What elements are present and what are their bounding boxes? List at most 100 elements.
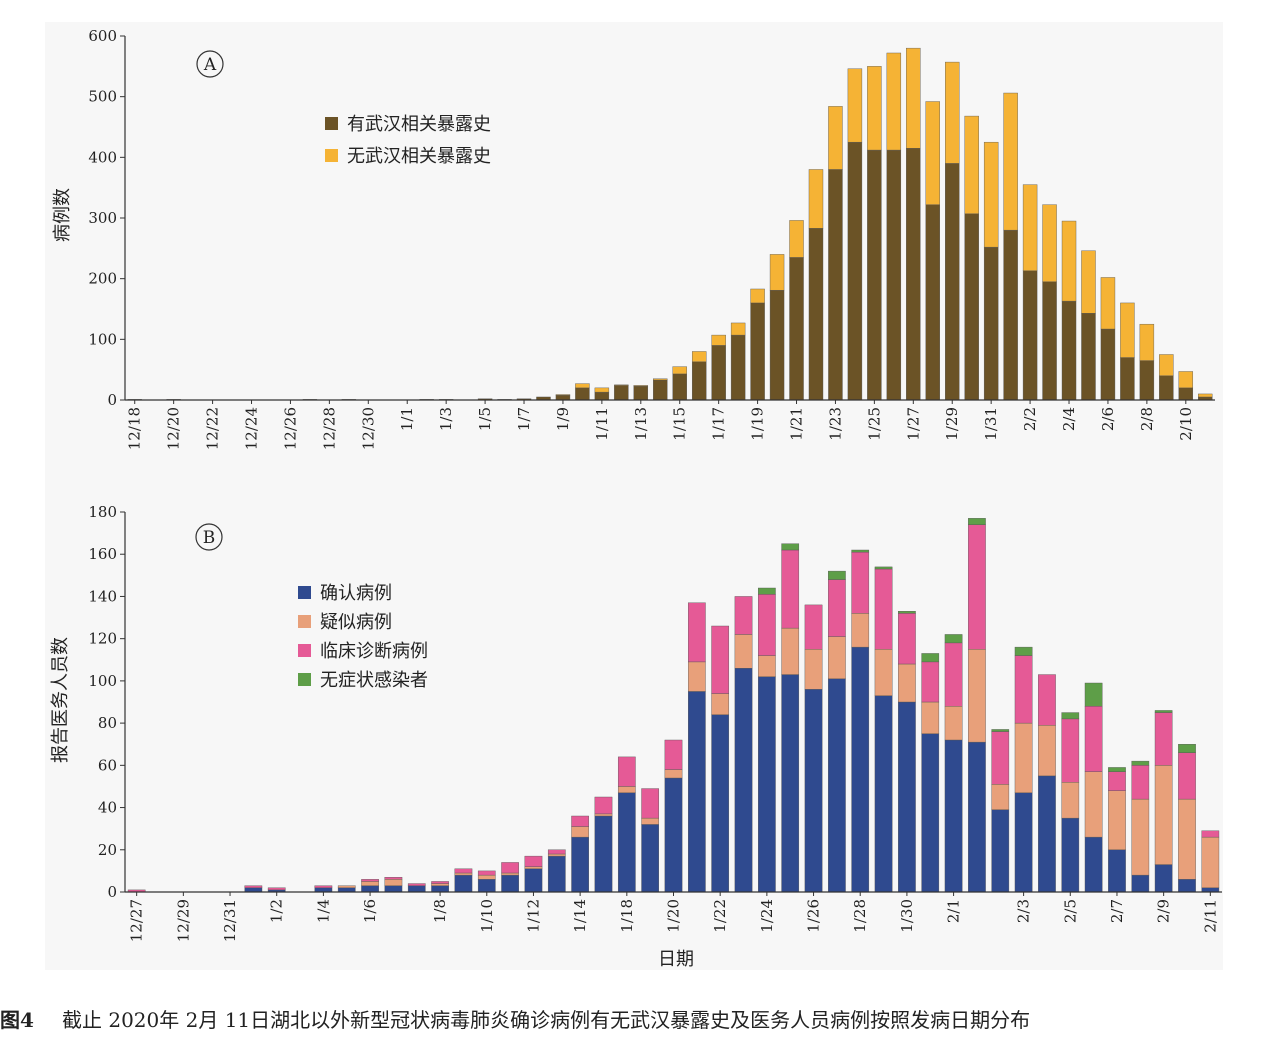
x-axis-title: 日期 xyxy=(658,949,694,970)
x-tick-label: 1/29 xyxy=(943,407,961,441)
x-tick-label: 1/19 xyxy=(749,407,767,441)
bar-segment xyxy=(571,836,589,893)
panel-badge xyxy=(195,523,223,551)
bar-segment xyxy=(847,141,863,401)
bar-segment xyxy=(711,334,726,346)
x-tick-label: 1/2 xyxy=(268,899,286,923)
x-tick-label: 1/25 xyxy=(865,407,883,441)
bar-segment xyxy=(874,568,893,650)
bar-segment xyxy=(1084,836,1103,893)
bar-segment xyxy=(1120,302,1135,358)
y-tick-label: 300 xyxy=(88,209,117,227)
bar-segment xyxy=(594,387,610,393)
legend-label: 确认病例 xyxy=(320,583,392,604)
legend-label: 有武汉相关暴露史 xyxy=(347,114,491,135)
bar-segment xyxy=(921,701,940,734)
bar-segment xyxy=(758,676,776,893)
x-tick-label: 1/1 xyxy=(398,407,416,431)
x-tick-label: 1/26 xyxy=(805,899,823,933)
bar-segment xyxy=(407,885,426,893)
caption-text: 截止 2020年 2月 11日湖北以外新型冠状病毒肺炎确诊病例有无武汉暴露史及医… xyxy=(62,1008,1030,1032)
bar-segment xyxy=(1061,220,1077,302)
bar-segment xyxy=(1131,798,1150,876)
x-tick-label: 2/7 xyxy=(1108,899,1126,923)
bar-segment xyxy=(1038,775,1056,893)
x-tick-label: 1/8 xyxy=(431,899,449,923)
legend-swatch xyxy=(325,149,338,162)
x-tick-label: 2/8 xyxy=(1138,407,1156,431)
bar-segment xyxy=(688,602,706,663)
bar-segment xyxy=(921,653,940,663)
bar-segment xyxy=(571,815,589,827)
bar-segment xyxy=(991,784,1010,810)
bar-segment xyxy=(734,634,753,669)
bar-segment xyxy=(1061,718,1080,783)
bar-segment xyxy=(945,163,960,401)
x-tick-label: 1/10 xyxy=(478,899,496,933)
bar-segment xyxy=(594,796,613,815)
bar-segment xyxy=(594,391,610,401)
bar-segment xyxy=(1131,765,1150,800)
bar-segment xyxy=(750,288,765,304)
y-tick-label: 120 xyxy=(88,630,117,648)
bar-segment xyxy=(758,594,776,656)
x-tick-label: 12/28 xyxy=(320,407,338,450)
bar-segment xyxy=(524,855,543,867)
bar-segment xyxy=(1061,782,1080,819)
bar-segment xyxy=(575,383,590,389)
bar-segment xyxy=(991,729,1010,732)
bar-segment xyxy=(968,524,986,650)
bar-segment xyxy=(1003,229,1018,401)
x-tick-label: 2/11 xyxy=(1201,899,1219,933)
bar-segment xyxy=(664,769,683,779)
x-tick-label: 1/14 xyxy=(571,899,589,933)
bar-segment xyxy=(906,148,921,401)
bar-segment xyxy=(1038,725,1056,777)
bar-segment xyxy=(1178,798,1196,880)
y-tick-label: 0 xyxy=(107,883,117,901)
bar-segment xyxy=(1081,250,1096,314)
x-tick-label: 2/1 xyxy=(945,899,963,923)
bar-segment xyxy=(1014,792,1033,893)
bar-segment xyxy=(828,678,846,893)
y-tick-label: 500 xyxy=(88,88,117,106)
bar-segment xyxy=(968,649,986,743)
bar-segment xyxy=(711,714,730,893)
bar-segment xyxy=(664,739,683,770)
bar-segment xyxy=(571,826,589,838)
bar-segment xyxy=(945,61,960,164)
bar-segment xyxy=(361,879,379,882)
bar-segment xyxy=(808,169,824,229)
bar-segment xyxy=(1201,830,1220,838)
x-tick-label: 12/27 xyxy=(128,899,146,942)
bar-segment xyxy=(1131,760,1150,766)
bar-segment xyxy=(925,204,940,401)
bar-segment xyxy=(501,872,519,876)
bar-segment xyxy=(804,649,823,690)
legend-swatch xyxy=(325,117,338,130)
panel-badge xyxy=(196,50,224,78)
bar-segment xyxy=(501,862,519,874)
x-tick-label: 12/24 xyxy=(243,407,261,450)
bar-segment xyxy=(431,881,449,884)
bar-segment xyxy=(617,786,636,793)
bar-segment xyxy=(361,885,379,893)
x-tick-label: 2/2 xyxy=(1021,407,1039,431)
bar-segment xyxy=(594,813,613,817)
x-tick-label: 1/4 xyxy=(314,899,332,923)
bar-segment xyxy=(454,868,473,874)
bar-segment xyxy=(769,254,785,291)
y-tick-label: 100 xyxy=(88,672,117,690)
y-tick-label: 20 xyxy=(98,841,117,859)
bar-segment xyxy=(789,220,804,258)
bar-segment xyxy=(781,674,800,893)
bar-segment xyxy=(1178,371,1194,389)
legend-swatch xyxy=(298,644,311,657)
bar-segment xyxy=(1201,836,1220,888)
bar-segment xyxy=(1022,270,1038,401)
bar-segment xyxy=(944,634,963,644)
bar-segment xyxy=(1108,767,1126,772)
bar-segment xyxy=(244,887,263,893)
legend-label: 疑似病例 xyxy=(320,612,392,633)
bar-segment xyxy=(991,731,1010,785)
